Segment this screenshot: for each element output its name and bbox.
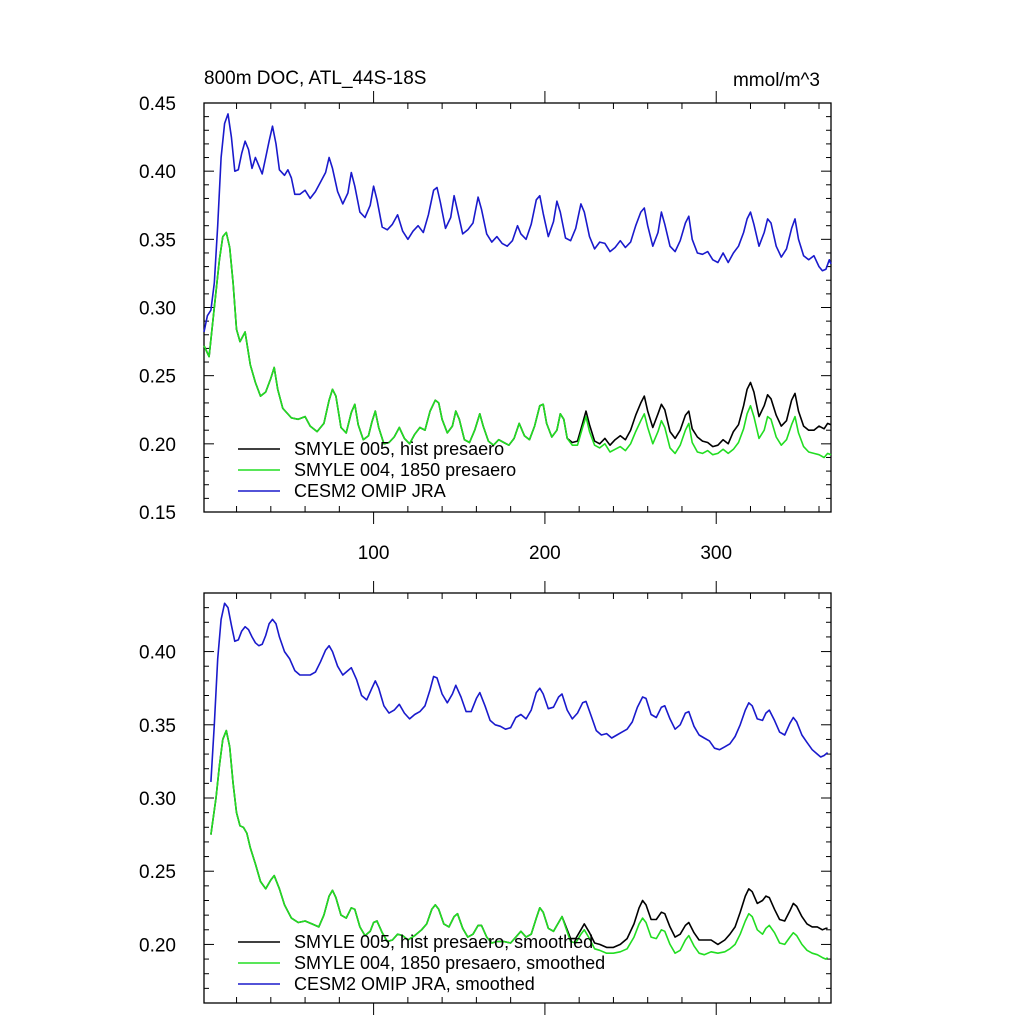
top-panel: 0.15 0.20 0.25 0.30 0.35 0.40 0.45 100 200 300 SMY… [139,91,832,564]
y-tick-label: 0.30 [139,299,176,320]
legend-label: CESM2 OMIP JRA, smoothed [294,974,535,994]
x-tick-label: 200 [529,543,561,564]
y-tick-label: 0.40 [139,643,176,664]
y-tick-label: 0.35 [139,230,176,251]
y-tick-label: 0.25 [139,367,176,388]
y-tick-label: 0.15 [139,503,176,524]
series-line [210,602,829,782]
y-tick-label: 0.40 [139,162,176,183]
y-tick-label: 0.45 [139,94,176,115]
x-tick-label: 300 [700,543,732,564]
legend-label: SMYLE 005, hist presaero [294,439,504,459]
bottom-panel: 0.20 0.25 0.30 0.35 0.40 SMYLE 005, hist pres… [139,581,832,1015]
legend-label: SMYLE 005, hist presaero, smoothed [294,932,593,952]
units-label: mmol/m^3 [733,70,820,91]
series-line [203,113,832,333]
chart-title: 800m DOC, ATL_44S-18S [204,68,426,89]
legend-label: SMYLE 004, 1850 presaero, smoothed [294,953,605,973]
y-tick-label: 0.25 [139,862,176,883]
y-tick-label: 0.35 [139,716,176,737]
series-line [203,231,832,459]
legend-label: SMYLE 004, 1850 presaero [294,460,516,480]
y-tick-label: 0.30 [139,789,176,810]
x-tick-label: 100 [358,543,390,564]
y-tick-label: 0.20 [139,435,176,456]
series-line [210,729,829,960]
y-tick-label: 0.20 [139,935,176,956]
legend-label: CESM2 OMIP JRA [294,481,446,501]
